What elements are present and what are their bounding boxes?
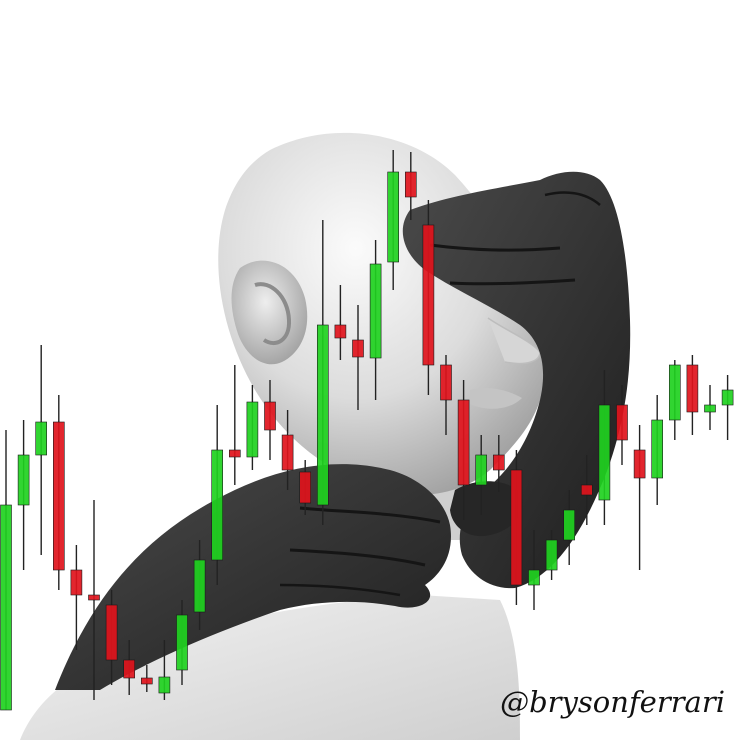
candle-bullish [668,364,681,421]
signature: @brysonferrari [500,685,725,719]
candle-bearish [686,364,699,413]
candle-bullish [651,419,664,479]
candle-bearish [580,484,593,496]
candle-bearish [299,471,312,504]
candle-bullish [35,421,48,456]
candle-bullish [193,559,206,613]
candle-bullish [528,569,540,586]
candlestick-chart [0,150,734,711]
candle-bullish [387,171,400,263]
arm-around-neck [55,464,451,690]
candle-bearish [510,469,523,586]
lips [470,387,522,409]
candle-bullish [721,389,734,406]
candle-bullish [316,324,329,506]
fingers-on-chin [450,481,523,537]
candle-bullish [563,509,576,541]
candle-bullish [158,676,171,694]
figure-illustration [20,132,631,740]
candle-bullish [17,454,30,506]
candle-bearish [440,364,452,401]
candle-bullish [211,449,223,561]
candle-bullish [598,404,611,501]
candle-bearish [633,449,646,479]
candle-bullish [369,263,382,359]
candle-bearish [334,324,347,339]
shoulder [20,595,520,740]
candle-bearish [229,449,241,458]
candle-bearish [492,454,505,471]
candle-bearish [141,677,153,685]
candle-bearish [52,421,65,571]
candle-bearish [281,434,294,471]
candle-bullish [246,401,259,458]
candle-bearish [457,399,470,486]
candle-bearish [88,594,100,601]
candle-bullish [704,404,716,413]
candle-bearish [422,224,435,366]
candle-bearish [404,171,417,198]
candle-bearish [264,401,276,431]
candle-bullish [475,454,488,486]
candle-bearish [616,404,628,441]
candle-bullish [176,614,188,671]
candle-bearish [123,659,135,679]
hand-over-eyes [402,171,631,589]
candle-bearish [70,569,83,596]
candle-bearish [352,339,364,358]
ear [231,260,308,365]
candle-bearish [105,604,118,661]
candle-bullish [545,539,558,571]
candle-bullish [0,504,12,711]
